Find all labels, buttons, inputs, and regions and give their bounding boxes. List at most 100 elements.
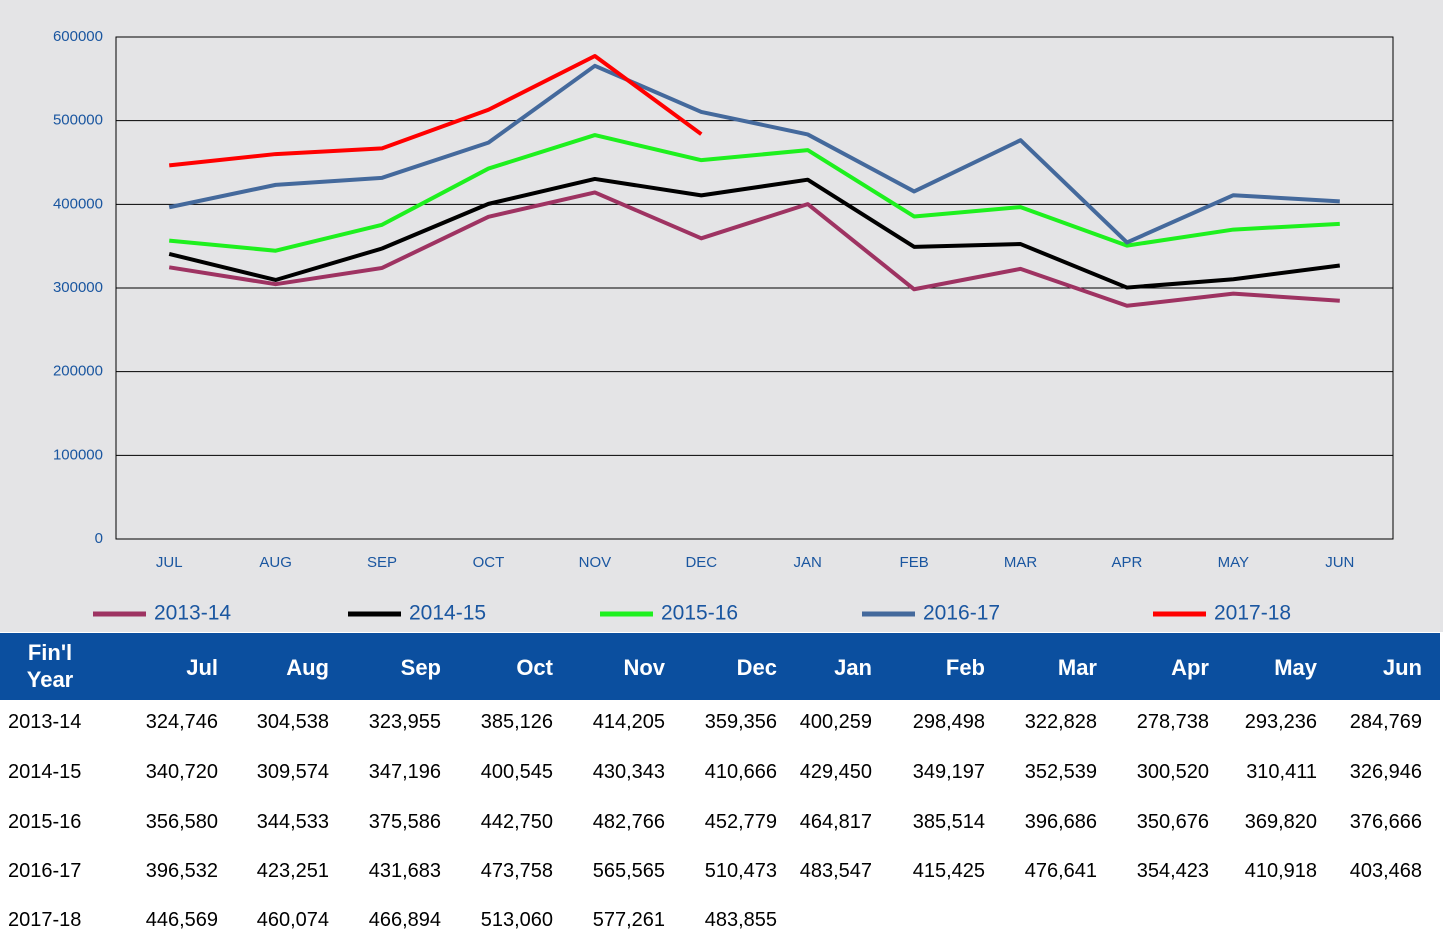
table-cell: 376,666 <box>1349 811 1422 833</box>
header-cell: Oct <box>516 655 553 680</box>
table-cell: 354,423 <box>1136 860 1209 882</box>
table-cell: 442,750 <box>480 811 553 833</box>
x-tick-label: JAN <box>794 554 822 571</box>
table-cell: 326,946 <box>1349 761 1422 783</box>
table-cell: 473,758 <box>480 860 553 882</box>
table-cell: 414,205 <box>592 711 665 733</box>
header-cell: Feb <box>945 655 985 680</box>
table-cell: 483,855 <box>704 909 777 931</box>
table-cell: 446,569 <box>145 909 218 931</box>
row-label: 2017-18 <box>8 909 82 931</box>
x-tick-label: AUG <box>259 554 292 571</box>
chart: 0 100000 200000 300000 400000 500000 600000 JUL… <box>0 0 1443 632</box>
x-tick-label: MAY <box>1218 554 1249 571</box>
table-cell: 350,676 <box>1136 811 1209 833</box>
table-cell: 410,918 <box>1244 860 1317 882</box>
table-cell: 466,894 <box>368 909 441 931</box>
legend-label: 2014-15 <box>409 602 486 625</box>
header-cell: Jan <box>834 655 872 680</box>
table-cell: 323,955 <box>368 711 441 733</box>
header-cell: Sep <box>400 655 441 680</box>
table-cell: 510,473 <box>704 860 777 882</box>
table-cell: 300,520 <box>1136 761 1209 783</box>
table-cell: 349,197 <box>912 761 985 783</box>
table-cell: 322,828 <box>1024 711 1097 733</box>
table-cell: 577,261 <box>592 909 665 931</box>
table-cell: 565,565 <box>592 860 665 882</box>
table-cell: 293,236 <box>1244 711 1317 733</box>
table-cell: 460,074 <box>256 909 329 931</box>
legend-label: 2017-18 <box>1214 602 1291 625</box>
table-cell: 410,666 <box>704 761 777 783</box>
row-label: 2015-16 <box>8 811 82 833</box>
table-cell: 403,468 <box>1349 860 1422 882</box>
header-cell: Jul <box>186 655 218 680</box>
header-cell: Fin'l Year <box>26 640 74 692</box>
x-tick-label: DEC <box>685 554 717 571</box>
y-tick-label: 0 <box>95 530 103 547</box>
series-line <box>168 54 703 168</box>
table-cell: 400,259 <box>799 711 872 733</box>
table-cell: 385,126 <box>480 711 553 733</box>
y-tick-label: 100000 <box>53 446 103 463</box>
legend-label: 2013-14 <box>154 602 231 625</box>
table-cell: 347,196 <box>368 761 441 783</box>
x-tick-label: SEP <box>367 554 397 571</box>
table-cell: 309,574 <box>256 761 329 783</box>
header-cell: Apr <box>1171 655 1209 680</box>
table-header: Fin'l Year Jul Aug Sep Oct Nov Dec Jan Feb Mar Apr… <box>0 633 1440 700</box>
table-cell: 385,514 <box>912 811 985 833</box>
y-tick-label: 500000 <box>53 112 103 129</box>
table-cell: 324,746 <box>145 711 218 733</box>
x-tick-label: NOV <box>579 554 612 571</box>
table-cell: 476,641 <box>1024 860 1097 882</box>
legend-label: 2016-17 <box>923 602 1000 625</box>
series-line <box>168 63 1340 245</box>
row-label: 2016-17 <box>8 860 82 882</box>
table-cell: 396,532 <box>145 860 218 882</box>
table-cell: 513,060 <box>480 909 553 931</box>
header-cell: May <box>1274 655 1317 680</box>
table-cell: 415,425 <box>912 860 985 882</box>
header-cell: Mar <box>1057 655 1097 680</box>
header-cell: Aug <box>286 655 329 680</box>
table-cell: 400,545 <box>480 761 553 783</box>
x-tick-label: FEB <box>900 554 929 571</box>
series-line <box>168 190 1340 308</box>
header-cell: Dec <box>736 655 777 680</box>
table-cell: 464,817 <box>799 811 872 833</box>
y-tick-label: 400000 <box>53 195 103 212</box>
y-tick-label: 200000 <box>53 363 103 380</box>
x-tick-label: JUN <box>1325 554 1354 571</box>
table-cell: 359,356 <box>704 711 777 733</box>
header-cell: Jun <box>1382 655 1422 680</box>
table-cell: 430,343 <box>592 761 665 783</box>
y-tick-label: 600000 <box>53 28 103 45</box>
table-cell: 344,533 <box>256 811 329 833</box>
table-cell: 310,411 <box>1246 761 1317 783</box>
table-cell: 369,820 <box>1244 811 1317 833</box>
table-cell: 396,686 <box>1024 811 1097 833</box>
table-cell: 452,779 <box>704 811 777 833</box>
table-cell: 431,683 <box>368 860 441 882</box>
x-tick-label: MAR <box>1004 554 1038 571</box>
legend-label: 2015-16 <box>661 602 738 625</box>
x-tick-label: JUL <box>156 554 183 571</box>
chart-background <box>0 0 1443 632</box>
table-cell: 483,547 <box>799 860 872 882</box>
table-cell: 429,450 <box>799 761 872 783</box>
table-cell: 304,538 <box>256 711 329 733</box>
table-cell: 356,580 <box>145 811 218 833</box>
table-cell: 284,769 <box>1349 711 1422 733</box>
header-cell: Nov <box>623 655 665 680</box>
table-cell: 298,498 <box>912 711 985 733</box>
row-label: 2014-15 <box>8 761 82 783</box>
series-line <box>168 176 1341 290</box>
table-cell: 352,539 <box>1024 761 1097 783</box>
series-line <box>169 133 1340 253</box>
table-cell: 423,251 <box>256 860 329 882</box>
table-cell: 340,720 <box>145 761 218 783</box>
x-tick-label: OCT <box>473 554 505 571</box>
x-tick-label: APR <box>1112 554 1143 571</box>
